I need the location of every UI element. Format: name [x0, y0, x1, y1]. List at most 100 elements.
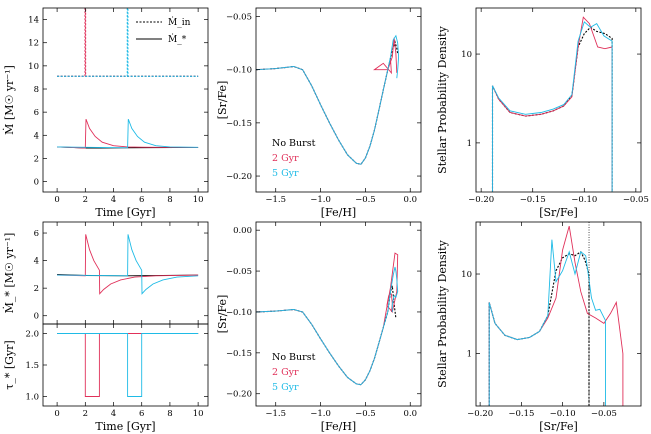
x-tick-label: −1.5	[265, 409, 286, 419]
x-tick-label: 0.0	[403, 409, 417, 419]
x-tick-label: −1.0	[310, 409, 331, 419]
plot-frame	[42, 323, 209, 407]
x-axis-label: Time [Gyr]	[95, 206, 155, 219]
series-no-burst	[488, 250, 590, 406]
x-tick-label: −0.15	[508, 409, 534, 419]
legend-label-none: No Burst	[272, 138, 316, 149]
y-tick-label: 2	[34, 154, 39, 164]
x-tick-label: −0.15	[520, 195, 546, 205]
x-tick-label: 10	[193, 409, 204, 419]
y-axis-label: [Sr/Fe]	[216, 81, 229, 120]
y-axis-label: [Sr/Fe]	[216, 295, 229, 334]
x-axis-label: Time [Gyr]	[95, 420, 155, 433]
y-tick-label: 0	[34, 312, 39, 322]
series-5-gyr	[492, 21, 613, 192]
y-tick-label: −0.15	[226, 349, 252, 359]
y-tick-label: 12	[28, 39, 39, 49]
y-tick-label: 4	[34, 257, 39, 267]
y-tick-label: −0.05	[226, 267, 252, 277]
panel-bottom-left-lower: 0 2 4 6 8 10 1.0 1.5 2.0 Time [Gyr] τ_* [Gyr]	[3, 323, 209, 433]
x-tick-label: −1.0	[310, 195, 331, 205]
series-2-gyr	[492, 16, 613, 192]
y-tick-label: −0.20	[226, 172, 252, 182]
series-2-gyr-	[57, 118, 199, 149]
x-tick-label: −0.05	[623, 195, 649, 205]
y-tick-label: −0.10	[226, 66, 252, 76]
x-tick-label: −0.20	[467, 409, 493, 419]
series-5-gyr	[256, 266, 399, 386]
x-tick-label: 8	[167, 195, 172, 205]
x-tick-label: 4	[111, 195, 116, 205]
x-tick-label: 0.0	[403, 195, 417, 205]
x-tick-label: −1.5	[265, 195, 286, 205]
plot-frame	[475, 7, 642, 193]
x-axis-label: [Sr/Fe]	[539, 206, 578, 219]
y-tick-label: 14	[28, 16, 39, 26]
series-5-gyr-	[57, 118, 199, 149]
y-tick-label: 1.5	[25, 361, 39, 371]
x-tick-label: 0	[54, 195, 59, 205]
legend-label: Ṁ_in	[168, 16, 191, 28]
panel-top-left: 0 2 4 6 8 10 0 2 4 6 8 10 12 14 Time [Gyr] Ṁ [M☉ yr⁻¹] Ṁ…	[2, 7, 209, 219]
y-tick-label: 10	[461, 50, 472, 60]
y-tick-label: 1.0	[25, 393, 39, 403]
x-tick-label: −0.05	[591, 409, 617, 419]
legend-label: Ṁ_*	[168, 33, 187, 45]
panel-top-middle: −1.5 −1.0 −0.5 0.0 −0.20 −0.15 −0.10 −0.05 [Fe/H…	[216, 7, 422, 219]
series-5-gyr	[57, 333, 199, 397]
x-tick-label: 8	[167, 409, 172, 419]
y-tick-label: −0.15	[226, 119, 252, 129]
x-tick-label: −0.20	[468, 195, 494, 205]
y-tick-label: 0	[34, 178, 39, 188]
plot-frame	[255, 7, 422, 193]
y-tick-label: −0.10	[226, 308, 252, 318]
series-2-gyr	[57, 234, 199, 295]
plot-frame	[255, 221, 422, 407]
series-5-gyr	[256, 34, 400, 165]
y-tick-label: 4	[34, 131, 39, 141]
legend-label-none: No Burst	[272, 352, 316, 363]
y-tick-label: 10	[461, 270, 472, 280]
x-tick-label: 6	[139, 409, 144, 419]
y-tick-label: −0.05	[226, 13, 252, 23]
x-axis-label: [Fe/H]	[321, 420, 356, 433]
plot-frame	[42, 7, 209, 193]
x-axis-label: [Fe/H]	[321, 206, 356, 219]
x-tick-label: 0	[54, 409, 59, 419]
y-axis-label: Ṁ_* [M☉ yr⁻¹]	[2, 233, 16, 314]
y-axis-label: Stellar Probability Density	[436, 239, 449, 387]
x-tick-label: 2	[83, 195, 88, 205]
panel-top-right: −0.20 −0.15 −0.10 −0.05 1 10 [Sr/Fe] Stellar Pr…	[436, 7, 649, 219]
y-tick-label: 8	[34, 85, 39, 95]
legend-label-burst5: 5 Gyr	[272, 168, 299, 179]
series-5-gyr	[57, 234, 199, 295]
panel-bottom-right: −0.20 −0.15 −0.10 −0.05 1 10 [Sr/Fe] Stellar Pr…	[436, 221, 642, 433]
x-tick-label: −0.5	[355, 195, 376, 205]
panel-bottom-middle: −1.5 −1.0 −0.5 0.0 −0.20 −0.15 −0.10 −0.05 0.00 […	[216, 221, 422, 433]
y-axis-label: τ_* [Gyr]	[3, 340, 16, 389]
x-tick-label: 4	[111, 409, 116, 419]
x-tick-label: 6	[139, 195, 144, 205]
series-5-gyr	[488, 239, 606, 406]
plot-frame	[475, 221, 642, 407]
x-tick-label: 2	[83, 409, 88, 419]
legend-label-burst2: 2 Gyr	[272, 153, 299, 164]
y-tick-label: 6	[34, 229, 39, 239]
legend-label-burst5: 5 Gyr	[272, 382, 299, 393]
x-tick-label: −0.5	[355, 409, 376, 419]
panel-bottom-left-upper: 0 2 4 6 Ṁ_* [M☉ yr⁻¹]	[2, 221, 209, 325]
y-tick-label: 1	[467, 139, 472, 149]
series-2-gyr	[256, 252, 399, 386]
y-tick-label: 2	[34, 284, 39, 294]
y-axis-label: Stellar Probability Density	[436, 25, 449, 173]
y-tick-label: 0.00	[233, 226, 252, 236]
plot-frame	[42, 221, 209, 325]
y-tick-label: 10	[28, 62, 39, 72]
y-tick-label: 6	[34, 108, 39, 118]
y-tick-label: 1	[467, 350, 472, 360]
x-tick-label: −0.10	[550, 409, 576, 419]
x-tick-label: 10	[193, 195, 204, 205]
legend-label-burst2: 2 Gyr	[272, 367, 299, 378]
y-axis-label: Ṁ [M☉ yr⁻¹]	[2, 65, 16, 135]
